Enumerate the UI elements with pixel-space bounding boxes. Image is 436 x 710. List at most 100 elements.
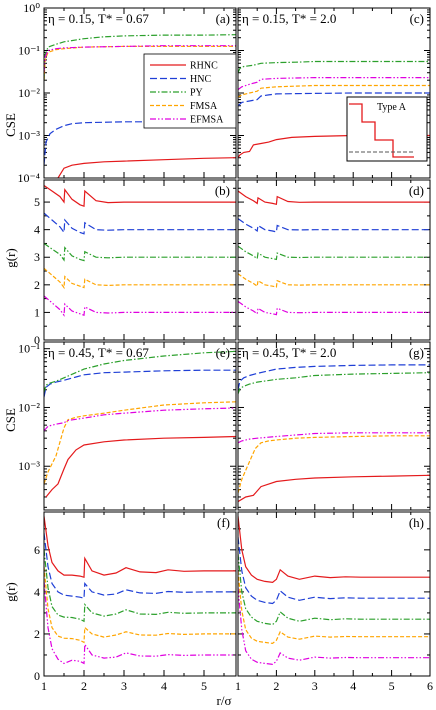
- series-hnc: [44, 212, 236, 235]
- panel-letter: (g): [409, 345, 424, 360]
- series-py: [44, 34, 236, 81]
- series-hnc: [238, 218, 430, 233]
- x-tick-label: 2: [81, 679, 87, 693]
- panel-frame: [237, 179, 431, 341]
- series-group: [44, 185, 236, 317]
- y-axis-label-g-bottom: g(r): [3, 582, 18, 602]
- y-tick-label: 10⁻¹: [18, 342, 40, 356]
- panel-title: η = 0.15, T* = 0.67: [48, 11, 149, 26]
- series-fmsa: [44, 401, 236, 485]
- panel-h: 1 2 3 4 5 6 (h): [235, 511, 433, 693]
- panel-letter: (a): [216, 11, 230, 26]
- series-py: [238, 554, 430, 626]
- y-tick-label: 2: [34, 627, 40, 641]
- panel-g: η = 0.45, T* = 2.0 (g): [237, 341, 431, 511]
- series-py: [238, 60, 430, 73]
- series-hnc: [238, 364, 430, 390]
- series-rhnc: [44, 516, 236, 578]
- series-fmsa: [44, 267, 236, 290]
- y-tick-label: 10⁻¹: [18, 44, 40, 58]
- series-efmsa: [44, 295, 236, 317]
- series-group: [238, 364, 430, 503]
- panel-title: η = 0.45, T* = 0.67: [48, 345, 149, 360]
- panel-letter: (h): [409, 515, 424, 530]
- panel-letter: (f): [217, 515, 230, 530]
- y-tick-label: 0: [34, 669, 40, 683]
- panel-letter: (b): [215, 183, 230, 198]
- series-group: [44, 516, 236, 665]
- x-tick-label: 4: [161, 679, 167, 693]
- series-fmsa: [238, 84, 430, 98]
- y-axis-label-cse-bottom: CSE: [3, 408, 18, 432]
- y-tick-label: 0: [34, 333, 40, 347]
- series-hnc: [44, 369, 236, 398]
- legend-label-py: PY: [190, 88, 203, 99]
- panel-e: 10⁻³ 10⁻² 10⁻¹ η = 0.45, T* = 0.67 (e): [18, 341, 237, 511]
- panel-f: 0 2 4 6 1 2 3 4 5 (f): [34, 511, 237, 693]
- series-hnc: [238, 92, 430, 107]
- series-fmsa: [238, 273, 430, 288]
- legend-label-rhnc: RHNC: [190, 61, 218, 72]
- panel-letter: (e): [216, 345, 230, 360]
- series-py: [44, 242, 236, 262]
- y-tick-label: 4: [34, 223, 40, 237]
- y-tick-label: 5: [34, 195, 40, 209]
- legend: RHNC HNC PY FMSA EFMSA: [143, 53, 237, 129]
- series-efmsa: [238, 432, 430, 444]
- series-efmsa: [44, 407, 236, 432]
- y-tick-label: 10⁻⁴: [17, 171, 40, 185]
- series-py: [238, 372, 430, 395]
- y-tick-label: 10⁻³: [18, 129, 40, 143]
- series-fmsa: [238, 435, 430, 494]
- y-tick-label: 10⁻²: [18, 86, 40, 100]
- series-rhnc: [238, 516, 430, 584]
- inset-type-a: Type A: [346, 96, 428, 162]
- x-tick-label: 5: [389, 679, 395, 693]
- series-hnc: [238, 537, 430, 605]
- y-axis-label-cse-top: CSE: [3, 113, 18, 137]
- panels: 10⁻⁴ 10⁻³ 10⁻² 10⁻¹ 10⁰ η = 0.15, T* = 0.67 (a…: [17, 1, 433, 693]
- series-rhnc: [238, 474, 430, 503]
- series-rhnc: [44, 185, 236, 208]
- panel-title: η = 0.15, T* = 2.0: [242, 11, 336, 26]
- panel-letter: (d): [409, 183, 424, 198]
- series-hnc: [44, 532, 236, 599]
- legend-label-hnc: HNC: [190, 74, 211, 85]
- panel-c: η = 0.15, T* = 2.0 (c): [237, 7, 431, 179]
- series-efmsa: [44, 581, 236, 665]
- y-axis-label-g-top: g(r): [3, 248, 18, 268]
- series-rhnc: [238, 190, 430, 206]
- x-tick-label: 6: [427, 679, 433, 693]
- y-tick-label: 10⁻³: [18, 459, 40, 473]
- x-tick-label: 3: [121, 679, 127, 693]
- panel-b: 0 1 2 3 4 5 (b): [34, 179, 237, 347]
- legend-items: RHNC HNC PY FMSA EFMSA: [150, 61, 224, 126]
- y-tick-label: 10⁰: [23, 1, 40, 15]
- series-group: [238, 190, 430, 316]
- y-tick-label: 2: [34, 278, 40, 292]
- legend-label-fmsa: FMSA: [190, 101, 218, 112]
- panel-frame: [43, 511, 237, 677]
- series-fmsa: [44, 566, 236, 644]
- series-efmsa: [238, 587, 430, 666]
- legend-label-efmsa: EFMSA: [190, 115, 224, 126]
- x-tick-label: 1: [235, 679, 241, 693]
- series-py: [238, 245, 430, 261]
- x-tick-label: 5: [201, 679, 207, 693]
- panel-d: (d): [237, 179, 431, 341]
- panel-letter: (c): [410, 11, 424, 26]
- series-fmsa: [238, 570, 430, 645]
- inset-step-potential: [349, 103, 414, 158]
- inset-frame: [346, 96, 428, 162]
- series-group: [238, 516, 430, 666]
- series-rhnc: [57, 157, 236, 178]
- x-tick-label: 2: [273, 679, 279, 693]
- y-tick-label: 6: [34, 543, 40, 557]
- inset-label: Type A: [377, 102, 407, 113]
- y-tick-label: 4: [34, 585, 40, 599]
- panel-frame: [43, 341, 237, 511]
- panel-a: 10⁻⁴ 10⁻³ 10⁻² 10⁻¹ 10⁰ η = 0.15, T* = 0.67 (a…: [17, 1, 237, 185]
- panel-frame: [237, 7, 431, 179]
- series-py: [44, 350, 236, 393]
